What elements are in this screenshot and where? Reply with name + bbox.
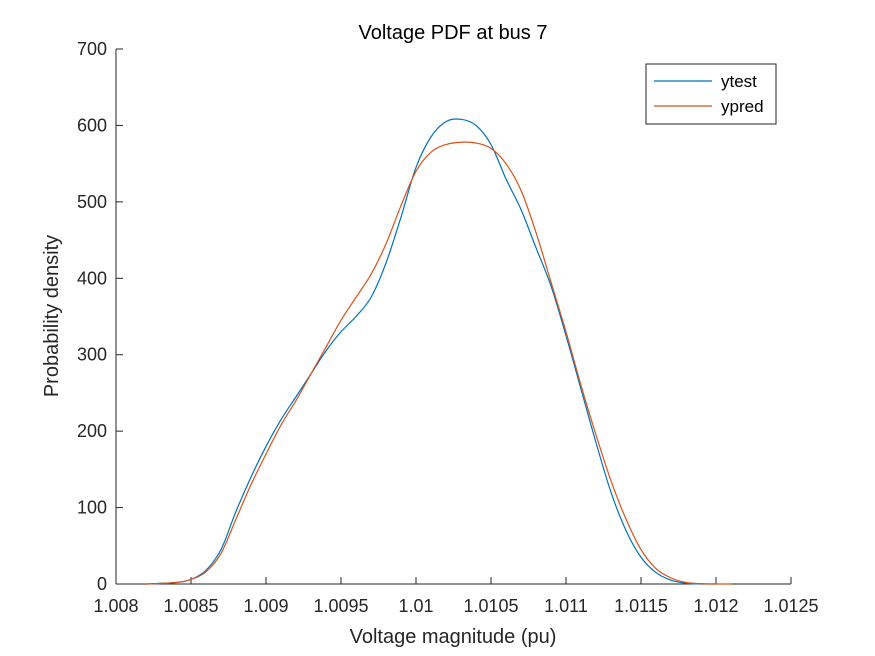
series-line-ypred [145, 141, 732, 585]
legend-label-ypred: ypred [721, 97, 764, 116]
x-tick-label: 1.0095 [313, 596, 368, 616]
series-lines [145, 118, 732, 585]
y-tick-label: 100 [77, 498, 107, 518]
legend-label-ytest: ytest [721, 72, 757, 91]
x-tick-label: 1.01 [398, 596, 433, 616]
x-tick-label: 1.012 [693, 596, 738, 616]
x-tick-label: 1.008 [93, 596, 138, 616]
series-line-ytest [145, 118, 717, 585]
x-tick-label: 1.0085 [163, 596, 218, 616]
y-tick-label: 300 [77, 345, 107, 365]
y-tick-label: 500 [77, 192, 107, 212]
chart-title: Voltage PDF at bus 7 [358, 22, 547, 44]
y-tick-label: 600 [77, 115, 107, 135]
legend-box [645, 63, 777, 125]
y-tick-label: 400 [77, 268, 107, 288]
x-tick-label: 1.0125 [763, 596, 818, 616]
x-axis-label: Voltage magnitude (pu) [350, 626, 557, 648]
legend: ytest ypred [645, 63, 777, 125]
y-tick-label: 0 [97, 574, 107, 594]
y-axis-label: Probability density [41, 235, 63, 397]
y-tick-label: 700 [77, 39, 107, 59]
x-tick-label: 1.0115 [614, 596, 668, 616]
x-tick-label: 1.011 [544, 596, 588, 616]
y-tick-label: 200 [77, 421, 107, 441]
x-tick-label: 1.0105 [463, 596, 518, 616]
axes: 1.008 1.0085 1.009 1.0095 1.01 1.0105 1.011 1.0… [77, 39, 819, 616]
x-tick-label: 1.009 [243, 596, 288, 616]
